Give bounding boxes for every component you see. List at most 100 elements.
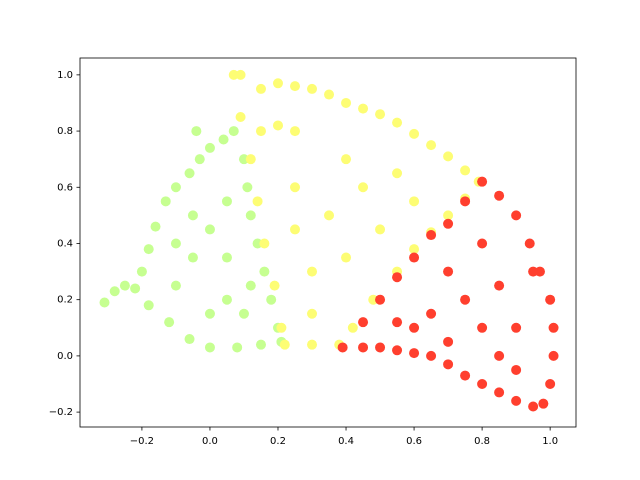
point (341, 154, 352, 165)
point (494, 190, 505, 201)
point (545, 379, 556, 390)
point (358, 317, 369, 328)
point (204, 342, 215, 353)
point (307, 308, 318, 319)
point (494, 280, 505, 291)
point (477, 238, 488, 249)
point (170, 280, 181, 291)
point (392, 117, 403, 128)
point (255, 83, 266, 94)
x-tick-label: −0.2 (130, 436, 154, 447)
point (392, 168, 403, 179)
point (443, 359, 454, 370)
point (375, 342, 386, 353)
point (187, 210, 198, 221)
point (392, 317, 403, 328)
point (341, 97, 352, 108)
point (375, 109, 386, 120)
y-tick-label: 0.6 (57, 182, 73, 193)
point (375, 224, 386, 235)
point (477, 322, 488, 333)
point (358, 342, 369, 353)
point (511, 364, 522, 375)
point (259, 238, 270, 249)
point (443, 218, 454, 229)
point (170, 182, 181, 193)
point (538, 398, 549, 409)
point (443, 151, 454, 162)
point (170, 238, 181, 249)
point (232, 342, 243, 353)
point (324, 89, 335, 100)
point (242, 182, 253, 193)
point (235, 112, 246, 123)
point (119, 280, 130, 291)
point (426, 350, 437, 361)
point (221, 252, 232, 263)
point (409, 128, 420, 139)
point (228, 126, 239, 137)
point (272, 120, 283, 131)
point (409, 196, 420, 207)
point (255, 126, 266, 137)
point (184, 168, 195, 179)
point (337, 342, 348, 353)
point (150, 221, 161, 232)
point (259, 266, 270, 277)
point (187, 252, 198, 263)
point (194, 154, 205, 165)
point (143, 244, 154, 255)
point (494, 387, 505, 398)
point (290, 224, 301, 235)
x-tick-label: 0.0 (202, 436, 218, 447)
point (460, 294, 471, 305)
point (460, 196, 471, 207)
point (477, 176, 488, 187)
point (460, 165, 471, 176)
point (392, 345, 403, 356)
point (511, 210, 522, 221)
point (266, 294, 277, 305)
point (548, 350, 559, 361)
point (290, 81, 301, 92)
x-tick-label: 0.4 (338, 436, 354, 447)
point (443, 336, 454, 347)
point (276, 322, 287, 333)
point (524, 238, 535, 249)
point (184, 334, 195, 345)
point (164, 317, 175, 328)
point (528, 266, 539, 277)
point (409, 244, 420, 255)
point (290, 126, 301, 137)
point (443, 266, 454, 277)
point (99, 297, 110, 308)
point (426, 308, 437, 319)
point (375, 294, 386, 305)
point (443, 210, 454, 221)
point (307, 266, 318, 277)
point (191, 126, 202, 137)
point (477, 379, 488, 390)
point (409, 252, 420, 263)
point (204, 308, 215, 319)
y-tick-label: 0.0 (57, 351, 73, 362)
point (204, 142, 215, 153)
x-tick-label: 0.8 (474, 436, 490, 447)
point (548, 322, 559, 333)
point (358, 182, 369, 193)
point (426, 140, 437, 151)
point (221, 294, 232, 305)
point (460, 370, 471, 381)
point (245, 280, 256, 291)
x-tick-label: 0.6 (406, 436, 422, 447)
x-tick-label: 1.0 (542, 436, 558, 447)
plot-frame (79, 57, 577, 428)
y-tick-label: 1.0 (57, 70, 73, 81)
point (221, 196, 232, 207)
point (409, 348, 420, 359)
point (494, 350, 505, 361)
point (255, 339, 266, 350)
point (269, 280, 280, 291)
point (511, 322, 522, 333)
point (130, 283, 141, 294)
